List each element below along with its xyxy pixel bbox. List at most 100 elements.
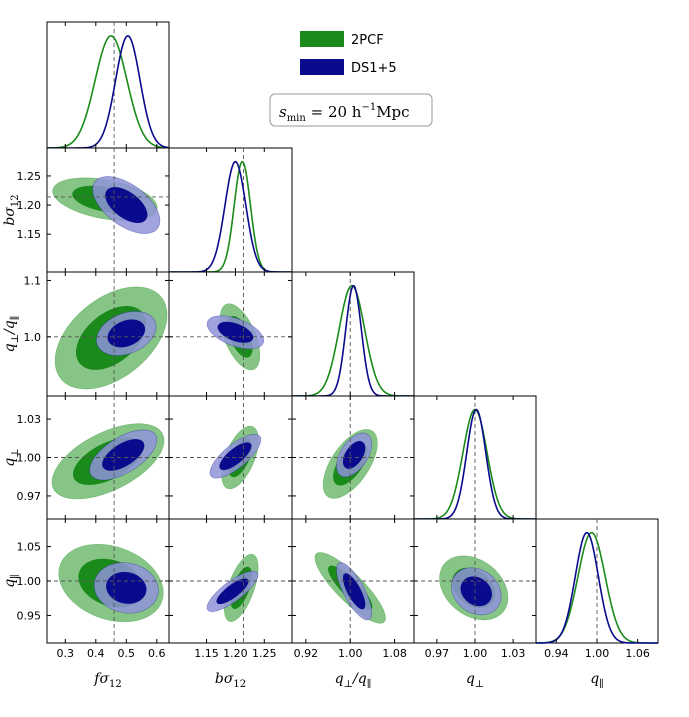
- x-tick-label: 1.15: [194, 647, 219, 660]
- y-tick-label: 1.25: [17, 170, 42, 183]
- x-tick-label: 1.06: [625, 647, 650, 660]
- x-tick-label: 1.25: [252, 647, 277, 660]
- x-tick-label: 0.97: [425, 647, 450, 660]
- x-axis-label: q⊥/q∥: [335, 671, 372, 690]
- x-tick-label: 1.00: [338, 647, 363, 660]
- x-tick-label: 0.6: [148, 647, 166, 660]
- x-axis-label: bσ12: [215, 671, 246, 690]
- y-tick-label: 1.15: [17, 228, 42, 241]
- y-tick-label: 0.95: [17, 609, 42, 622]
- marginal-panel-4: [535, 518, 659, 644]
- marginal-panel-3: [413, 395, 537, 520]
- y-tick-label: 1.00: [17, 575, 42, 588]
- label-part: /q: [2, 320, 18, 336]
- contour-68-ds15: [217, 321, 254, 343]
- marginal-panel-0: [46, 21, 170, 149]
- contour-panel-0-3: [46, 395, 170, 520]
- label-part: /q: [351, 671, 367, 687]
- x-tick-label: 0.94: [544, 647, 569, 660]
- contour-panel-2-4: [291, 518, 415, 644]
- x-tick-label: 1.20: [223, 647, 248, 660]
- label-part: ⊥: [10, 448, 21, 457]
- x-tick-label: 0.4: [87, 647, 105, 660]
- label-part: σ: [224, 671, 234, 687]
- label-part: b: [215, 671, 224, 687]
- y-tick-label: 1.0: [24, 331, 42, 344]
- label-part: 12: [233, 679, 246, 690]
- panel-frame: [46, 21, 170, 149]
- contour-68-ds15: [102, 439, 145, 471]
- x-tick-label: 0.5: [118, 647, 136, 660]
- label-part: ⊥: [10, 334, 21, 343]
- y-tick-label: 0.97: [17, 490, 42, 503]
- x-axis-label: q⊥: [466, 671, 484, 690]
- y-axis-label: q⊥: [2, 448, 21, 466]
- contour-panel-1-3: [168, 395, 293, 520]
- label-part: q: [466, 671, 475, 687]
- y-tick-label: 1.05: [17, 541, 42, 554]
- marginal-curve-2pcf: [46, 35, 170, 149]
- contour-panel-0-4: [46, 518, 170, 644]
- legend-label-ds15: DS1+5: [351, 61, 397, 76]
- contour-panel-1-2: [168, 271, 293, 397]
- label-part: q: [590, 671, 599, 687]
- x-tick-label: 1.08: [382, 647, 407, 660]
- contour-panel-0-1: [46, 147, 170, 273]
- contour-68-ds15: [107, 319, 146, 348]
- y-axis-label: q∥: [2, 574, 21, 588]
- y-tick-label: 1.03: [17, 413, 42, 426]
- contour-68-ds15: [342, 573, 366, 610]
- label-part: ∥: [599, 678, 604, 690]
- label-part: q: [2, 343, 18, 352]
- label-part: σ: [99, 671, 109, 687]
- label-part: b: [2, 217, 18, 226]
- y-tick-label: 1.1: [24, 274, 42, 287]
- y-tick-label: 1.20: [17, 199, 42, 212]
- legend-label-2pcf: 2PCF: [351, 33, 384, 48]
- label-part: ∥: [9, 574, 21, 579]
- contour-68-ds15: [105, 187, 148, 224]
- label-part: f: [93, 671, 102, 687]
- x-tick-label: 1.03: [501, 647, 526, 660]
- marginal-panel-1: [168, 147, 293, 273]
- legend: 2PCF DS1+5: [300, 31, 397, 76]
- panel-frame: [413, 395, 537, 520]
- x-tick-label: 1.00: [463, 647, 488, 660]
- label-part: ⊥: [475, 679, 484, 690]
- contour-panel-1-4: [168, 518, 293, 644]
- label-part: 12: [10, 194, 21, 207]
- label-part: ∥: [9, 316, 21, 321]
- contour-68-ds15: [219, 442, 252, 471]
- contour-68-ds15: [216, 578, 249, 605]
- annotation-text: smin = 20 h−1Mpc: [279, 102, 410, 124]
- marginal-panel-2: [291, 271, 415, 397]
- y-tick-label: 1.00: [17, 452, 42, 465]
- panel-frame: [291, 271, 415, 397]
- contour-panel-2-3: [291, 395, 415, 520]
- label-part: q: [2, 579, 18, 588]
- x-tick-label: 1.00: [585, 647, 610, 660]
- label-part: 12: [109, 679, 122, 690]
- contour-68-ds15: [106, 571, 147, 604]
- y-axis-label: bσ12: [2, 194, 21, 225]
- label-part: ⊥: [344, 679, 353, 690]
- label-part: ∥: [367, 678, 372, 690]
- contour-68-ds15: [342, 441, 366, 469]
- label-part: q: [335, 671, 344, 687]
- legend-swatch-2pcf: [300, 31, 344, 47]
- x-tick-label: 0.92: [294, 647, 319, 660]
- label-part: q: [2, 458, 18, 467]
- axis-labels: 0.3 0.4 0.5 0.6 1.15 1.20 1.25 0.92 1.00 1.08 0.97…: [2, 170, 650, 690]
- smin-annotation: smin = 20 h−1Mpc: [269, 93, 433, 127]
- x-tick-label: 0.3: [57, 647, 75, 660]
- legend-swatch-ds15: [300, 59, 344, 75]
- panel-frame: [168, 147, 293, 273]
- label-part: σ: [2, 207, 18, 217]
- annotation-box: [269, 93, 433, 127]
- contour-panel-0-2: [46, 271, 170, 397]
- panels: [46, 21, 659, 644]
- y-axis-label: q⊥/q∥: [2, 316, 21, 353]
- contour-panel-3-4: [413, 518, 537, 644]
- contour-68-ds15: [460, 576, 492, 607]
